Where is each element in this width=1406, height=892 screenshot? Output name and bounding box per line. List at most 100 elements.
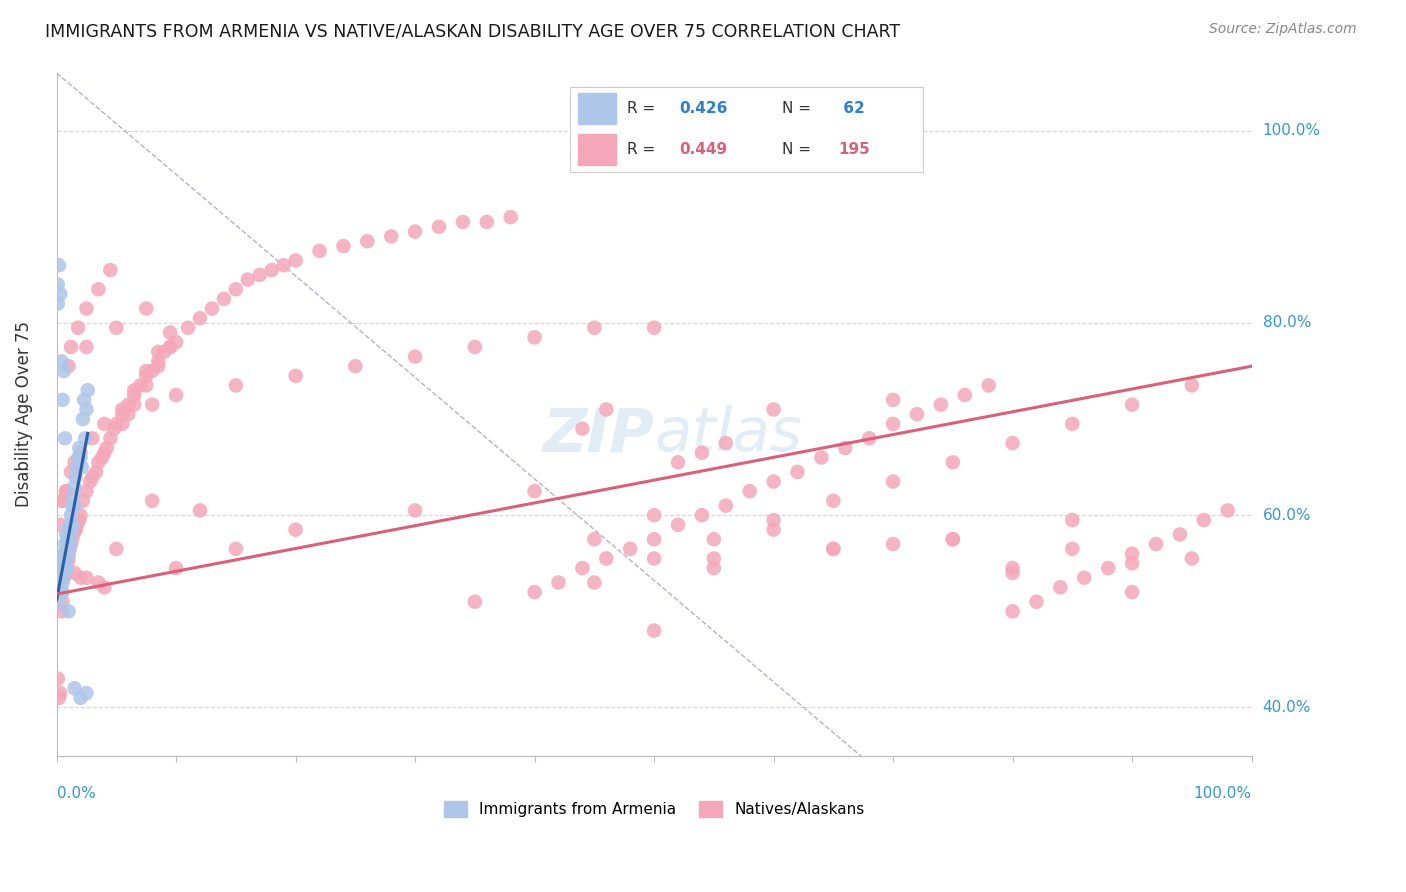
Point xyxy=(643,508,665,523)
Point xyxy=(135,301,157,316)
Point xyxy=(1121,585,1143,599)
Point xyxy=(356,234,378,248)
Point xyxy=(100,431,122,445)
Point xyxy=(714,499,737,513)
Point xyxy=(583,575,606,590)
Point xyxy=(53,556,76,570)
Point xyxy=(464,595,486,609)
Point xyxy=(53,431,76,445)
Text: atlas: atlas xyxy=(654,405,801,464)
Point xyxy=(69,446,91,460)
Point xyxy=(105,417,128,431)
Point xyxy=(165,335,187,350)
Point xyxy=(1001,604,1024,618)
Point xyxy=(56,547,79,561)
Point xyxy=(451,215,474,229)
Point xyxy=(703,561,725,575)
Point xyxy=(49,287,72,301)
Point xyxy=(332,239,354,253)
Point xyxy=(63,499,86,513)
Legend: Immigrants from Armenia, Natives/Alaskans: Immigrants from Armenia, Natives/Alaskan… xyxy=(437,795,870,823)
Point xyxy=(786,465,808,479)
Point xyxy=(177,320,200,334)
Point xyxy=(59,527,82,541)
Point xyxy=(59,541,82,556)
Point xyxy=(690,446,713,460)
Point xyxy=(87,455,110,469)
Point xyxy=(148,359,170,374)
Point xyxy=(49,517,72,532)
Point xyxy=(1121,398,1143,412)
Point xyxy=(583,533,606,547)
Point xyxy=(52,561,75,575)
Point xyxy=(52,575,75,590)
Point xyxy=(52,392,75,407)
Point xyxy=(284,523,307,537)
Point xyxy=(52,547,75,561)
Point xyxy=(58,523,80,537)
Point xyxy=(59,340,82,354)
Point xyxy=(52,551,75,566)
Point xyxy=(1216,503,1239,517)
Point xyxy=(55,484,77,499)
Point xyxy=(55,551,77,566)
Point xyxy=(46,585,69,599)
Point xyxy=(942,455,965,469)
Point xyxy=(67,320,90,334)
Point xyxy=(571,422,593,436)
Point xyxy=(49,556,72,570)
Point xyxy=(66,517,89,532)
Point xyxy=(129,378,152,392)
Point xyxy=(595,402,617,417)
Point xyxy=(135,378,157,392)
Point xyxy=(1144,537,1167,551)
Point xyxy=(942,533,965,547)
Point xyxy=(72,412,94,426)
Point xyxy=(46,277,69,292)
Point xyxy=(810,450,832,465)
Point xyxy=(49,566,72,580)
Point xyxy=(55,484,77,499)
Point xyxy=(51,585,73,599)
Point xyxy=(48,580,70,594)
Point xyxy=(111,407,134,421)
Point xyxy=(703,533,725,547)
Point xyxy=(49,575,72,590)
Point xyxy=(1097,561,1119,575)
Point xyxy=(823,493,845,508)
Point xyxy=(344,359,367,374)
Point xyxy=(62,489,84,503)
Point xyxy=(165,561,187,575)
Point xyxy=(46,672,69,686)
Point xyxy=(834,441,856,455)
Point xyxy=(523,585,546,599)
Point xyxy=(58,547,80,561)
Point xyxy=(52,364,75,378)
Point xyxy=(52,493,75,508)
Point xyxy=(124,383,146,397)
Point xyxy=(59,537,82,551)
Point xyxy=(1062,513,1084,527)
Point xyxy=(124,398,146,412)
Text: 100.0%: 100.0% xyxy=(1194,786,1251,801)
Point xyxy=(823,541,845,556)
Point xyxy=(69,571,91,585)
Point xyxy=(51,354,73,368)
Text: Source: ZipAtlas.com: Source: ZipAtlas.com xyxy=(1209,22,1357,37)
Text: 40.0%: 40.0% xyxy=(1263,700,1310,715)
Point xyxy=(762,402,785,417)
Point xyxy=(69,508,91,523)
Point xyxy=(135,364,157,378)
Point xyxy=(75,431,97,445)
Point xyxy=(284,253,307,268)
Point xyxy=(571,561,593,575)
Point xyxy=(59,508,82,523)
Point xyxy=(117,398,139,412)
Point xyxy=(1001,566,1024,580)
Point xyxy=(380,229,402,244)
Point xyxy=(49,566,72,580)
Point xyxy=(103,422,125,436)
Text: ZIP: ZIP xyxy=(543,405,654,464)
Point xyxy=(249,268,271,282)
Point xyxy=(67,513,90,527)
